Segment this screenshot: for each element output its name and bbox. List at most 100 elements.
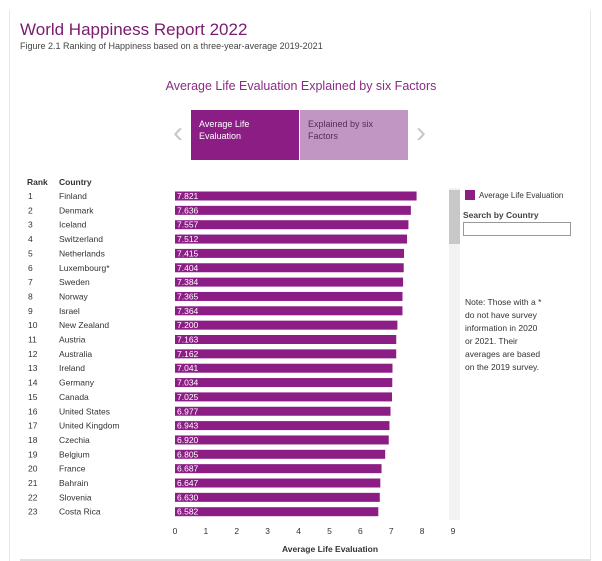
country-label: Iceland: [59, 220, 87, 230]
x-tick-label: 5: [327, 526, 332, 536]
x-tick-label: 4: [296, 526, 301, 536]
rank-label: 15: [28, 392, 38, 402]
rank-label: 21: [28, 478, 38, 488]
rank-label: 20: [28, 464, 38, 474]
bar: [175, 335, 397, 344]
bar-value-label: 7.821: [177, 191, 199, 201]
rank-label: 1: [28, 191, 33, 201]
country-label: Austria: [59, 335, 86, 345]
x-axis-title: Average Life Evaluation: [281, 544, 379, 554]
country-label: Switzerland: [59, 234, 103, 244]
bar-value-label: 7.557: [177, 220, 199, 230]
rank-label: 9: [28, 306, 33, 316]
rank-label: 13: [28, 363, 38, 373]
bar: [175, 248, 405, 258]
bar: [175, 191, 417, 201]
x-tick-label: 6: [358, 526, 363, 536]
rank-label: 5: [28, 248, 33, 258]
search-label: Search by Country: [463, 210, 539, 220]
rank-label: 3: [28, 220, 33, 230]
country-label: Sweden: [59, 277, 90, 287]
rank-label: 22: [28, 492, 38, 502]
country-label: Finland: [59, 191, 87, 201]
rank-column-header: Rank: [27, 177, 48, 187]
country-column-header: Country: [59, 177, 92, 187]
country-label: United Kingdom: [59, 421, 119, 431]
rank-label: 14: [28, 378, 38, 388]
bar: [175, 406, 391, 416]
bar-value-label: 7.636: [177, 205, 199, 215]
chevron-left-icon[interactable]: ‹: [173, 116, 183, 149]
x-tick-label: 7: [389, 526, 394, 536]
bar: [175, 435, 389, 445]
bar: [175, 464, 382, 474]
bar-value-label: 7.364: [177, 306, 199, 316]
country-label: Czechia: [59, 435, 90, 445]
legend: Average Life Evaluation: [465, 190, 563, 200]
bar-value-label: 7.162: [177, 349, 199, 359]
bar-value-label: 7.200: [177, 320, 199, 330]
bar-value-label: 6.805: [177, 449, 199, 459]
search-country-input[interactable]: [463, 222, 571, 236]
country-label: Australia: [59, 349, 92, 359]
scrollbar-thumb[interactable]: [449, 190, 460, 244]
rank-label: 10: [28, 320, 38, 330]
tab-explained-by-six-factors[interactable]: Explained by six Factors: [300, 110, 408, 160]
page-title: World Happiness Report 2022: [20, 20, 248, 39]
bar-value-label: 7.404: [177, 263, 199, 273]
x-tick-label: 2: [234, 526, 239, 536]
bar: [175, 449, 386, 459]
divider: [20, 559, 590, 561]
country-label: Germany: [59, 378, 95, 388]
bar: [175, 205, 411, 215]
bar-value-label: 6.977: [177, 406, 199, 416]
bar: [175, 263, 404, 273]
x-tick-label: 0: [173, 526, 178, 536]
bar-value-label: 6.582: [177, 507, 199, 517]
country-label: Slovenia: [59, 492, 92, 502]
bar: [175, 378, 393, 388]
x-tick-label: 8: [420, 526, 425, 536]
bar-value-label: 6.687: [177, 464, 199, 474]
rank-label: 18: [28, 435, 38, 445]
bar-value-label: 7.384: [177, 277, 199, 287]
country-label: United States: [59, 406, 110, 416]
bar: [175, 421, 390, 431]
bar: [175, 492, 380, 502]
bar-value-label: 6.630: [177, 492, 199, 502]
rank-label: 7: [28, 277, 33, 287]
bar-value-label: 7.415: [177, 248, 199, 258]
bar: [175, 363, 393, 373]
country-label: Netherlands: [59, 248, 105, 258]
bar-value-label: 6.647: [177, 478, 199, 488]
country-label: Denmark: [59, 205, 94, 215]
bar: [175, 478, 381, 488]
country-label: Costa Rica: [59, 507, 101, 517]
rank-label: 11: [28, 335, 37, 345]
rank-label: 16: [28, 406, 38, 416]
x-tick-label: 3: [265, 526, 270, 536]
bar: [175, 320, 398, 330]
bar: [175, 349, 397, 359]
chart-scrollbar[interactable]: [449, 188, 460, 520]
legend-swatch: [465, 190, 475, 200]
legend-label: Average Life Evaluation: [479, 190, 564, 200]
tab-average-life-evaluation[interactable]: Average Life Evaluation: [191, 110, 299, 160]
bar: [175, 220, 409, 230]
rank-label: 2: [28, 205, 33, 215]
bar: [175, 306, 403, 316]
country-label: Bahrain: [59, 478, 89, 488]
bar-value-label: 6.943: [177, 421, 199, 431]
bar-value-label: 7.365: [177, 291, 199, 301]
bar-value-label: 7.041: [177, 363, 199, 373]
bar: [175, 291, 403, 301]
page-subtitle: Figure 2.1 Ranking of Happiness based on…: [20, 41, 323, 51]
x-tick-label: 1: [204, 526, 209, 536]
rank-label: 12: [28, 349, 38, 359]
bar: [175, 507, 379, 517]
rank-label: 19: [28, 449, 38, 459]
country-label: France: [59, 464, 86, 474]
chevron-right-icon[interactable]: ›: [416, 116, 426, 149]
section-title: Average Life Evaluation Explained by six…: [165, 79, 437, 93]
